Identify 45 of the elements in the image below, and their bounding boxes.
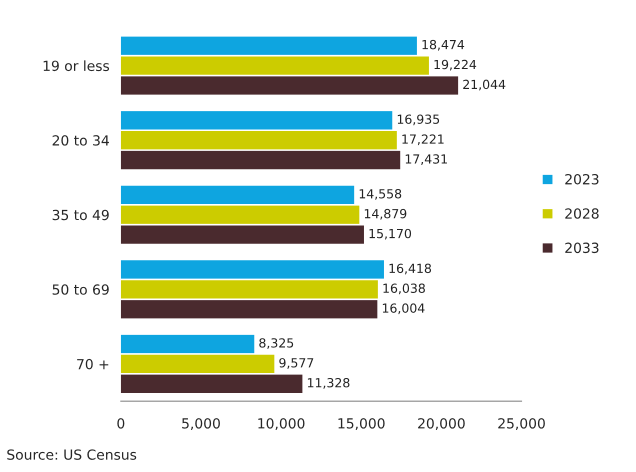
data-label: 14,879 — [364, 208, 406, 220]
bar — [120, 300, 378, 318]
bar — [120, 226, 364, 244]
data-label: 19,224 — [434, 60, 476, 71]
x-tick-label: 20,000 — [418, 418, 465, 430]
legend-label: 2028 — [565, 208, 599, 219]
bar — [120, 111, 392, 130]
data-label: 18,474 — [422, 40, 464, 51]
y-tick-label: 20 to 34 — [52, 135, 109, 146]
data-label: 11,328 — [308, 378, 350, 389]
data-label: 17,221 — [402, 134, 444, 146]
data-label: 15,170 — [370, 228, 412, 240]
y-tick-label: 50 to 69 — [52, 284, 109, 295]
bar — [120, 150, 400, 170]
bar — [120, 280, 378, 298]
bar — [120, 36, 417, 55]
data-label: 9,577 — [279, 358, 314, 369]
bar — [120, 354, 274, 374]
data-label: 17,431 — [406, 154, 447, 165]
x-tick-label: 25,000 — [498, 418, 545, 430]
data-label: 14,558 — [360, 189, 402, 200]
data-label: 16,004 — [382, 303, 425, 314]
data-label: 16,418 — [390, 264, 432, 274]
bar — [120, 206, 360, 224]
x-tick-label: 10,000 — [258, 418, 304, 430]
bar — [120, 186, 354, 204]
bar — [120, 260, 384, 279]
bar — [120, 76, 458, 95]
y-tick-label: 70 + — [77, 358, 108, 370]
data-label: 16,038 — [383, 284, 425, 294]
data-label: 8,325 — [259, 338, 294, 349]
x-tick-label: 0 — [117, 418, 124, 429]
x-tick-label: 5,000 — [182, 418, 220, 430]
y-tick-label: 19 or less — [44, 60, 110, 72]
data-label: 16,935 — [398, 114, 440, 126]
data-label: 21,044 — [463, 80, 506, 90]
bar — [120, 56, 429, 75]
x-tick-label: 15,000 — [338, 418, 385, 430]
bar — [120, 334, 254, 354]
source-note: Source: US Census — [7, 449, 136, 460]
bar — [120, 131, 397, 150]
bar — [120, 374, 302, 393]
y-tick-label: 35 to 49 — [52, 210, 109, 220]
legend-label: 2033 — [565, 242, 598, 254]
legend-label: 2023 — [565, 174, 598, 185]
